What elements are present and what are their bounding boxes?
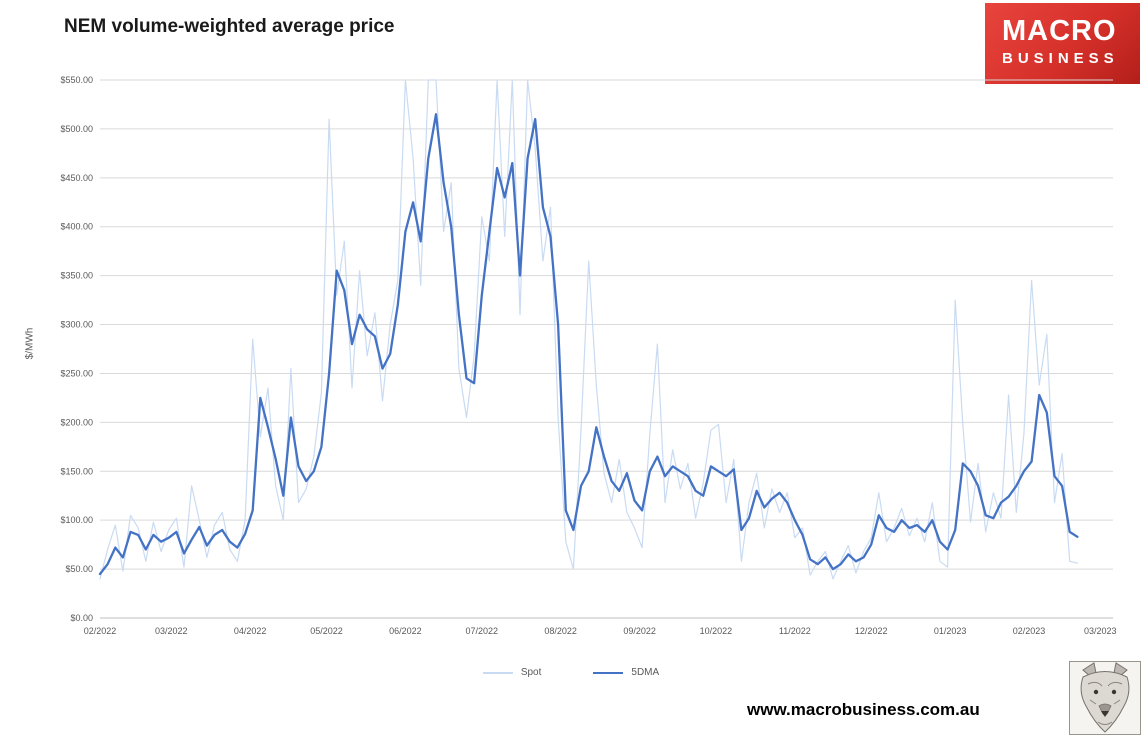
wolf-logo [1069, 661, 1141, 735]
x-tick-label: 01/2023 [934, 626, 967, 636]
wolf-icon [1070, 662, 1140, 734]
y-tick-label: $350.00 [60, 271, 93, 281]
dma-line-swatch [593, 671, 624, 674]
x-tick-label: 02/2022 [84, 626, 117, 636]
x-tick-label: 12/2022 [855, 626, 888, 636]
legend-label-5dma: 5DMA [631, 667, 660, 678]
legend-item-spot: Spot [482, 667, 542, 678]
x-tick-label: 07/2022 [466, 626, 499, 636]
5dma-line [98, 113, 1079, 576]
chart-title: NEM volume-weighted average price [64, 16, 395, 37]
x-tick-label: 09/2022 [623, 626, 656, 636]
macrobusiness-logo: MACRO BUSINESS [985, 3, 1140, 84]
x-tick-label: 11/2022 [779, 626, 811, 636]
y-tick-label: $50.00 [65, 564, 93, 574]
x-tick-label: 08/2022 [544, 626, 577, 636]
y-tick-label: $400.00 [60, 222, 93, 232]
x-tick-label: 03/2023 [1084, 626, 1117, 636]
logo-text-macro: MACRO [1002, 15, 1117, 47]
y-tick-label: $500.00 [60, 124, 93, 134]
x-tick-label: 02/2023 [1013, 626, 1046, 636]
x-tick-label: 03/2022 [155, 626, 188, 636]
logo-text-business: BUSINESS [1002, 50, 1119, 67]
x-tick-label: 10/2022 [700, 626, 733, 636]
y-tick-label: $100.00 [60, 515, 93, 525]
spot-line [99, 79, 1079, 580]
y-tick-label: $0.00 [70, 613, 93, 623]
x-tick-label: 05/2022 [310, 626, 343, 636]
y-tick-label: $550.00 [60, 75, 93, 85]
website-url: www.macrobusiness.com.au [747, 700, 980, 719]
legend-label-spot: Spot [520, 667, 542, 678]
y-tick-label: $300.00 [60, 320, 93, 330]
x-tick-label: 06/2022 [389, 626, 422, 636]
legend-item-5dma: 5DMA [593, 667, 659, 678]
y-tick-label: $250.00 [60, 368, 93, 378]
spot-line-swatch [482, 671, 513, 674]
x-tick-label: 04/2022 [234, 626, 267, 636]
y-tick-label: $150.00 [60, 466, 93, 476]
y-tick-label: $200.00 [60, 417, 93, 427]
y-tick-label: $450.00 [60, 173, 93, 183]
chart-legend: Spot 5DMA [0, 667, 1142, 678]
